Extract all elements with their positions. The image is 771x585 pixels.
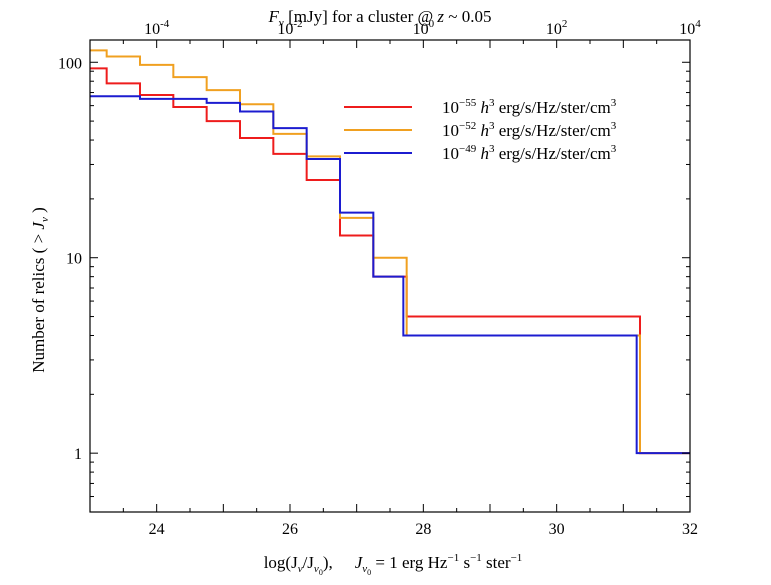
top-tick-label: 104	[679, 18, 701, 38]
x-tick-label: 26	[282, 521, 298, 538]
y-tick-label: 100	[58, 55, 82, 72]
legend: 10−55 h3 erg/s/Hz/ster/cm3 10−52 h3 erg/s…	[344, 97, 617, 163]
legend-label: 10−55 h3 erg/s/Hz/ster/cm3	[442, 97, 617, 117]
top-tick-label: 102	[546, 18, 568, 38]
top-tick-label: 10-2	[277, 18, 302, 38]
ticks-layer: 24 26 28 30 32 10-4 10-2 100 102 104 1 10 100	[58, 18, 701, 538]
top-axis-title: Fν [mJy] for a cluster @ z ~ 0.05	[268, 7, 492, 29]
x-tick-label: 24	[149, 521, 165, 538]
x-axis-title: log(Jν/Jν0), Jν0 = 1 erg Hz−1 s−1 ster−1	[264, 552, 523, 577]
y-tick-label: 1	[74, 446, 82, 463]
series-line-3	[90, 95, 690, 455]
legend-label: 10−52 h3 erg/s/Hz/ster/cm3	[442, 120, 617, 140]
y-axis-title: Number of relics ( > Jν )	[29, 207, 51, 373]
top-tick-label: 100	[413, 18, 435, 38]
x-tick-label: 32	[682, 521, 698, 538]
y-tick-label: 10	[66, 251, 82, 268]
top-tick-label: 10-4	[144, 18, 170, 38]
x-tick-label: 30	[549, 521, 565, 538]
legend-label: 10−49 h3 erg/s/Hz/ster/cm3	[442, 143, 617, 163]
series-layer	[90, 49, 690, 455]
x-tick-label: 28	[415, 521, 431, 538]
